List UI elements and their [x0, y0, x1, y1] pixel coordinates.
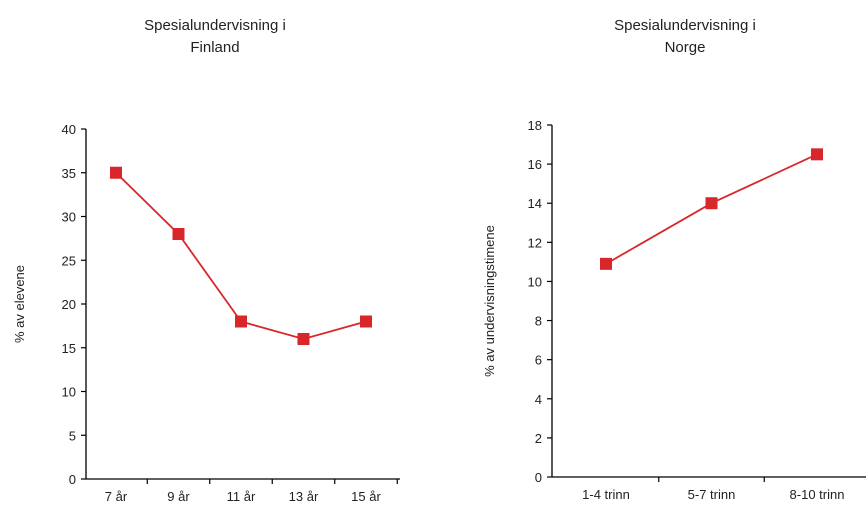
finland-y-tick-label: 20: [62, 297, 76, 312]
norge-y-tick-label: 4: [535, 392, 542, 407]
finland-y-axis-label: % av elevene: [12, 265, 27, 343]
finland-data-point: [360, 315, 372, 328]
norge-x-tick-label: 1-4 trinn: [582, 487, 630, 502]
norge-y-tick-label: 18: [528, 118, 542, 133]
norge-y-tick-label: 16: [528, 157, 542, 172]
chart-title-norge: Spesialundervisning i Norge: [560, 15, 810, 59]
norge-y-tick-label: 6: [535, 353, 542, 368]
norge-data-point: [600, 257, 612, 270]
norge-y-tick-label: 8: [535, 314, 542, 329]
finland-y-tick-label: 5: [69, 428, 76, 443]
norge-data-point: [705, 197, 718, 210]
norge-y-tick-label: 0: [535, 470, 542, 485]
finland-y-tick-label: 30: [62, 210, 76, 225]
norge-y-tick-label: 14: [528, 196, 542, 211]
norge-y-tick-label: 2: [535, 431, 542, 446]
norge-y-axis-label: % av undervisningstimene: [482, 225, 497, 377]
finland-y-tick-label: 25: [62, 253, 76, 268]
norge-chart: 0 2 4 6 8 10 12 14 16 18 1-4 trinn 5-7 trinn 8-10 tr…: [482, 118, 866, 502]
finland-y-tick-label: 35: [62, 166, 76, 181]
finland-x-tick-label: 13 år: [289, 489, 319, 504]
chart-title-finland-line1: Spesialundervisning i: [144, 17, 286, 34]
norge-y-tick-label: 10: [528, 274, 542, 289]
norge-x-tick-label: 5-7 trinn: [688, 487, 736, 502]
finland-data-point: [235, 315, 247, 328]
finland-y-tick-label: 40: [62, 122, 76, 137]
finland-series-line: [115, 172, 367, 340]
chart-title-norge-line2: Norge: [664, 39, 706, 56]
finland-data-point: [172, 228, 185, 240]
chart-title-finland: Spesialundervisning i Finland: [90, 15, 340, 59]
finland-data-point: [110, 166, 122, 179]
finland-x-tick-label: 9 år: [167, 489, 190, 504]
finland-y-tick-label: 10: [62, 385, 76, 400]
norge-x-tick-label: 8-10 trinn: [790, 487, 845, 502]
finland-x-tick-label: 7 år: [105, 489, 128, 504]
finland-x-tick-label: 11 år: [227, 489, 256, 504]
finland-y-tick-label: 0: [69, 472, 76, 487]
chart-title-norge-line1: Spesialundervisning i: [614, 17, 756, 34]
finland-chart: 0 5 10 15 20 25 30 35 40 7 år 9 år 11 år 13 år 15 år%…: [12, 122, 400, 504]
norge-data-point: [811, 148, 823, 161]
finland-data-point: [297, 333, 310, 345]
finland-y-tick-label: 15: [62, 341, 76, 356]
finland-x-tick-label: 15 år: [351, 489, 381, 504]
norge-y-tick-label: 12: [528, 235, 542, 250]
chart-title-finland-line2: Finland: [190, 39, 240, 56]
